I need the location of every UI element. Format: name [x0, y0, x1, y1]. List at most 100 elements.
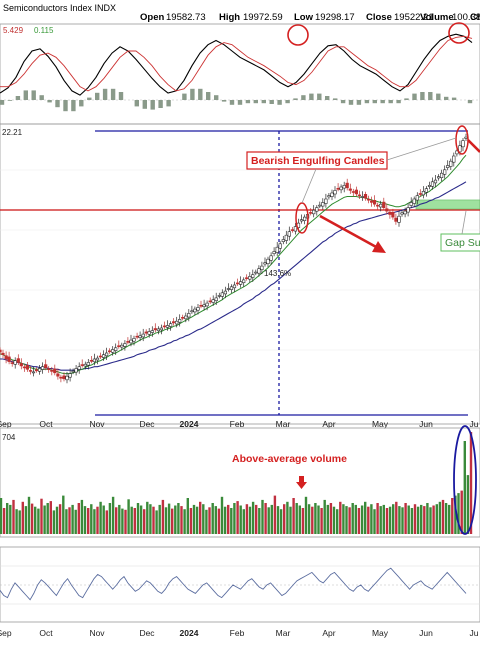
rsi-x-axis: Sep Oct Nov Dec 2024 Feb Mar Apr May Jun Ju	[0, 628, 479, 638]
macd-histogram-bar	[166, 100, 171, 107]
candle-body	[333, 190, 337, 195]
volume-bar	[323, 499, 326, 534]
candle-body	[330, 192, 334, 197]
candle-body	[129, 339, 133, 344]
macd-histogram-bar	[102, 88, 108, 100]
macd-value-a: 5.429	[3, 26, 24, 35]
volume-bar	[444, 503, 448, 534]
rsi-panel: Sep Oct Nov Dec 2024 Feb Mar Apr May Jun Ju	[0, 546, 480, 638]
volume-bar	[360, 505, 364, 534]
candle-body	[71, 370, 75, 373]
candle-body	[363, 194, 368, 199]
volume-bar	[289, 506, 292, 534]
candle-body	[123, 343, 127, 347]
macd-histogram-bar	[134, 100, 139, 107]
volume-bar	[80, 499, 84, 534]
volume-bar	[401, 507, 404, 534]
rsi-line	[0, 567, 467, 601]
macd-histogram-bar	[245, 100, 251, 104]
candle-body	[242, 279, 246, 283]
macd-histogram-bar	[451, 97, 457, 100]
macd-histogram-bar	[182, 93, 187, 100]
candle-body	[318, 204, 322, 207]
candle-body	[120, 344, 124, 348]
candle-body	[321, 202, 325, 207]
close-value: 19522.21	[394, 12, 434, 23]
volume-bar	[99, 501, 102, 534]
index-title: Semiconductors Index INDX	[3, 3, 116, 13]
volume-bar	[223, 506, 227, 534]
candle-body	[223, 290, 228, 295]
macd-histogram-bar	[333, 98, 338, 100]
x-tick-label: Nov	[89, 419, 105, 429]
x-tick-label: Sep	[0, 419, 12, 429]
candle-body	[418, 193, 422, 195]
volume-bar	[124, 509, 127, 534]
candle-body	[28, 370, 33, 372]
volume-bar	[12, 499, 15, 534]
x-tick-label: Jun	[419, 628, 433, 638]
volume-bar	[6, 503, 9, 534]
macd-histogram-bar	[253, 100, 258, 104]
volume-bar	[348, 507, 351, 534]
volume-panel-value: 704	[2, 433, 16, 442]
volume-bar	[74, 509, 77, 534]
candle-body	[254, 271, 258, 274]
candle-body	[427, 185, 432, 187]
volume-bar	[146, 501, 149, 534]
volume-bar	[183, 509, 186, 534]
candle-body	[126, 341, 130, 343]
gap-pointer-line	[461, 210, 467, 235]
candle-body	[86, 362, 90, 366]
candle-body	[443, 169, 447, 175]
volume-bar	[420, 504, 423, 534]
candle-body	[31, 371, 36, 374]
macd-histogram-bar	[412, 93, 417, 100]
candle-body	[424, 188, 429, 193]
candle-body	[65, 375, 69, 381]
volume-bar	[311, 506, 314, 534]
volume-bar	[410, 508, 414, 534]
candle-body	[132, 338, 136, 342]
candle-body	[415, 195, 419, 201]
candle-body	[37, 368, 42, 372]
volume-bar	[71, 504, 74, 534]
volume-bar	[152, 506, 155, 534]
macd-histogram-bar	[87, 97, 92, 100]
macd-histogram-bar	[237, 100, 243, 105]
volume-bar	[139, 505, 143, 534]
volume-bar	[329, 503, 333, 534]
candle-body	[430, 181, 435, 187]
candle-body	[196, 307, 200, 311]
candle-body	[400, 212, 404, 215]
candle-body	[44, 364, 48, 368]
candle-body	[239, 281, 243, 285]
volume-bar	[130, 506, 133, 534]
macd-histogram-bar	[142, 100, 147, 109]
volume-bar	[395, 501, 398, 534]
candle-body	[357, 194, 362, 197]
candle-body	[299, 219, 304, 222]
price-grid	[0, 169, 480, 351]
volume-bar	[180, 506, 183, 534]
candle-body	[360, 196, 365, 198]
volume-bar	[208, 507, 211, 534]
volume-bar	[416, 506, 420, 534]
volume-bar	[233, 503, 236, 534]
x-tick-label: May	[372, 419, 389, 429]
candle-body	[47, 368, 51, 370]
candle-body	[114, 347, 118, 351]
volume-bar	[96, 506, 99, 534]
candle-body	[95, 357, 100, 361]
volume-bar	[242, 509, 245, 534]
candle-body	[211, 299, 215, 303]
candle-body	[193, 308, 197, 313]
volume-bar	[451, 498, 454, 534]
low-value: 19298.17	[315, 12, 355, 23]
volume-bar	[382, 504, 385, 534]
candle-body	[461, 140, 465, 148]
bearish-pointer-line-2	[386, 137, 457, 161]
macd-histogram-bar	[467, 100, 473, 104]
volume-bar	[438, 501, 442, 534]
candle-body	[278, 243, 282, 249]
